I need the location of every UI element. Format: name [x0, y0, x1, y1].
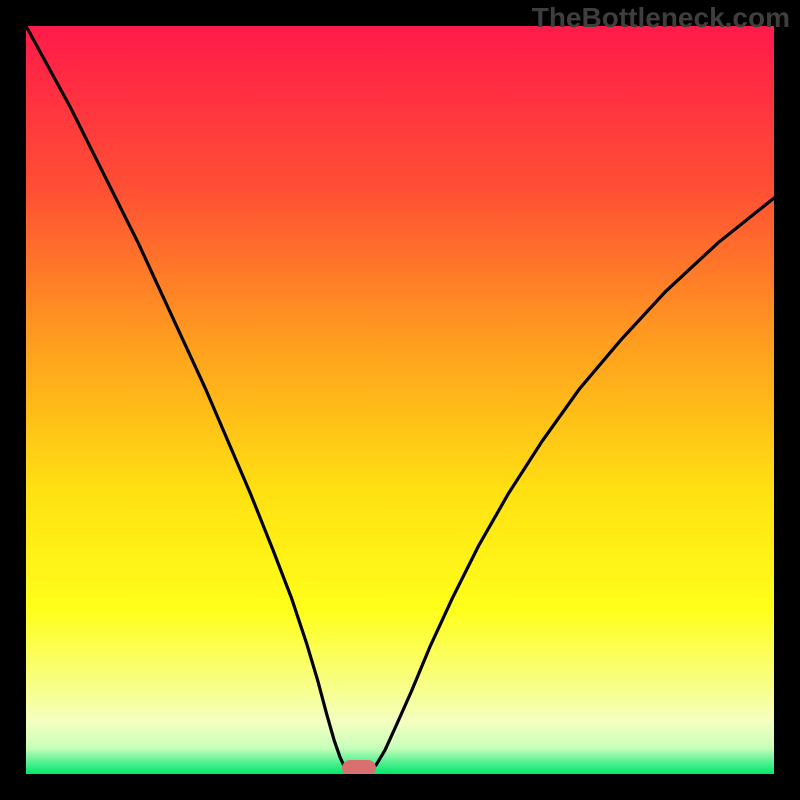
bottleneck-curve	[26, 26, 774, 774]
curve-right-branch	[370, 198, 774, 771]
optimal-marker	[342, 760, 376, 774]
curve-left-branch	[26, 26, 348, 771]
chart-frame	[0, 0, 800, 800]
watermark-text: TheBottleneck.com	[532, 2, 790, 34]
plot-area	[26, 26, 774, 774]
